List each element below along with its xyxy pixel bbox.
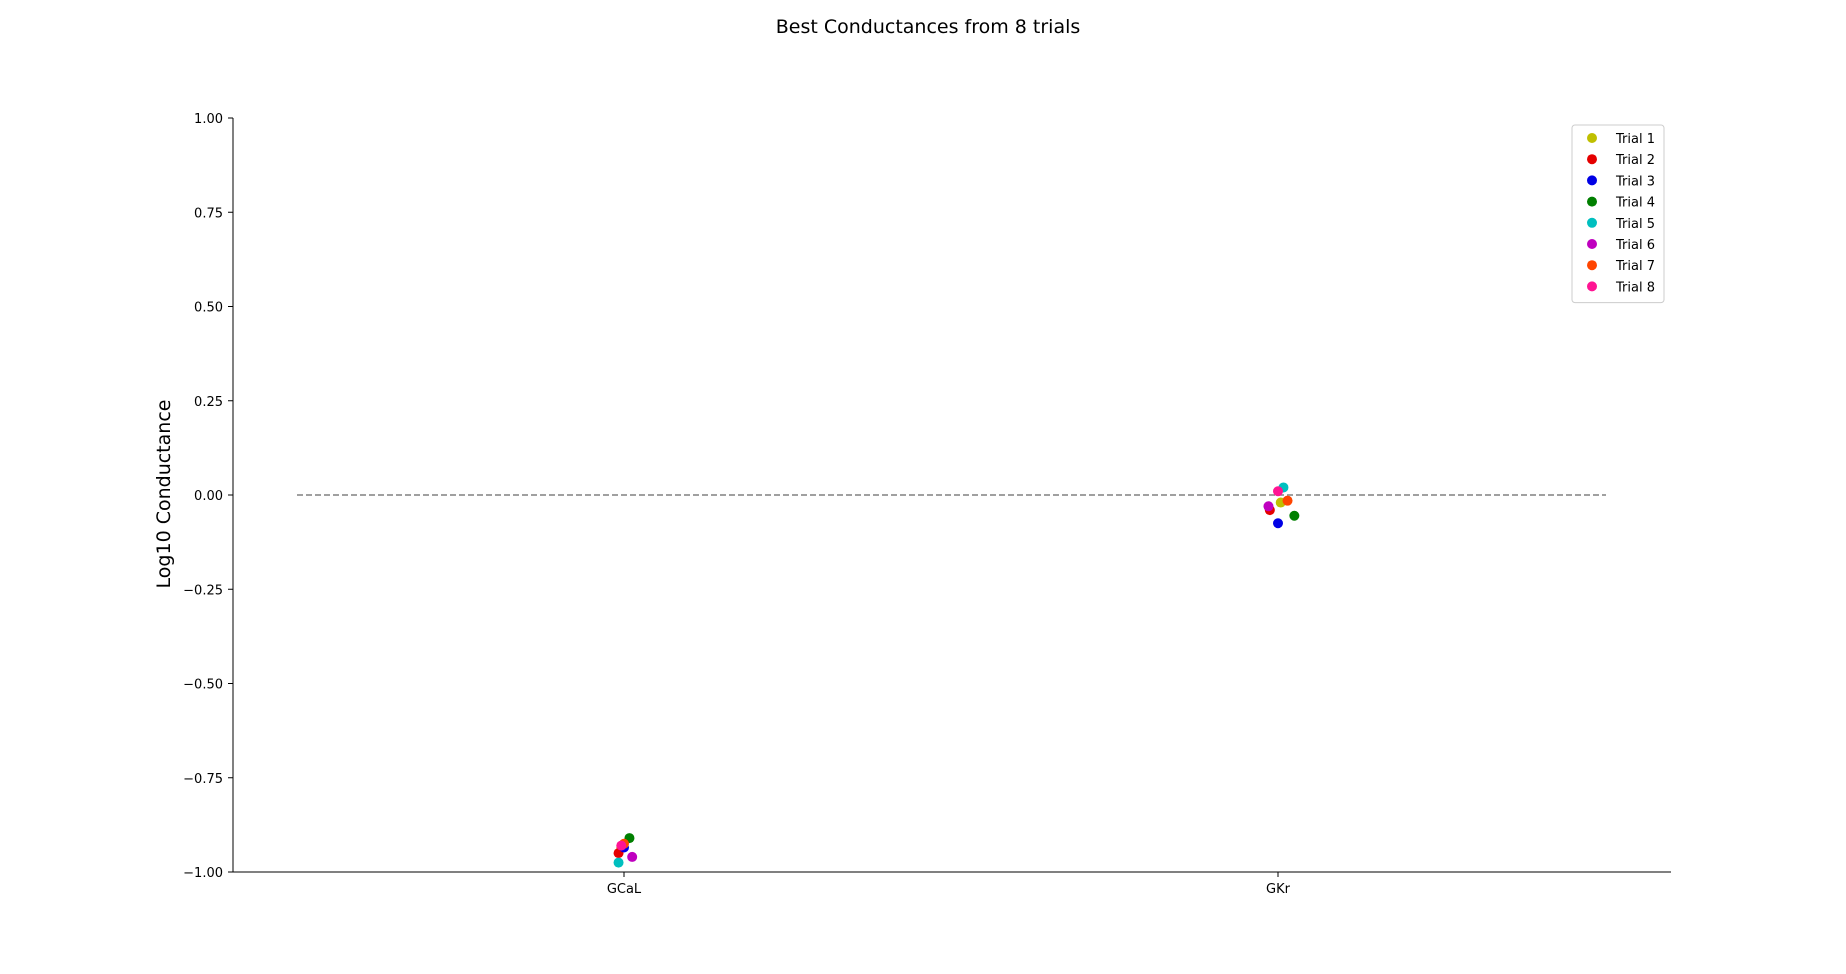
legend-label: Trial 7 <box>1615 259 1655 274</box>
legend: Trial 1 Trial 2 Trial 3 Trial 4 Trial 5 Trial… <box>1571 124 1665 304</box>
legend-marker <box>1587 239 1597 249</box>
y-tick-label: 0.00 <box>194 489 223 504</box>
legend-marker <box>1587 154 1597 165</box>
y-tick-label: 1.00 <box>194 112 223 127</box>
legend-label: Trial 3 <box>1615 174 1655 189</box>
data-point <box>1282 495 1293 506</box>
legend-marker <box>1587 133 1597 143</box>
y-axis-label: Log10 Conductance <box>153 400 175 589</box>
y-tick-label: 0.25 <box>194 395 223 410</box>
legend-marker <box>1587 175 1597 186</box>
legend-label: Trial 2 <box>1615 153 1655 168</box>
x-tick-label: GCaL <box>607 882 642 897</box>
legend-frame <box>1571 124 1665 304</box>
data-point <box>627 851 638 862</box>
data-point <box>1263 501 1274 512</box>
y-tick-label: 0.50 <box>194 301 223 316</box>
legend-marker <box>1587 217 1597 228</box>
y-tick-label: −1.00 <box>183 866 223 881</box>
plot-area: 1.00 0.75 0.50 0.25 0.00 −0.25 −0.50 −0.75 −1.00… <box>183 112 1671 897</box>
legend-label: Trial 8 <box>1615 280 1655 295</box>
legend-marker <box>1587 260 1597 271</box>
data-point <box>1273 486 1283 497</box>
legend-label: Trial 5 <box>1615 217 1655 232</box>
y-tick-label: −0.75 <box>183 772 223 787</box>
legend-label: Trial 1 <box>1615 132 1655 147</box>
x-tick-label: GKr <box>1266 882 1291 897</box>
legend-label: Trial 4 <box>1615 196 1655 211</box>
data-point <box>1289 510 1300 521</box>
legend-label: Trial 6 <box>1615 238 1655 253</box>
legend-marker <box>1587 281 1597 292</box>
y-tick-label: −0.50 <box>183 678 223 693</box>
data-point <box>616 840 627 851</box>
legend-marker <box>1587 196 1597 207</box>
data-point <box>1273 518 1283 529</box>
chart-title: Best Conductances from 8 trials <box>776 16 1081 38</box>
y-tick-label: −0.25 <box>183 583 223 598</box>
y-tick-label: 0.75 <box>194 206 223 221</box>
data-point <box>613 857 624 868</box>
